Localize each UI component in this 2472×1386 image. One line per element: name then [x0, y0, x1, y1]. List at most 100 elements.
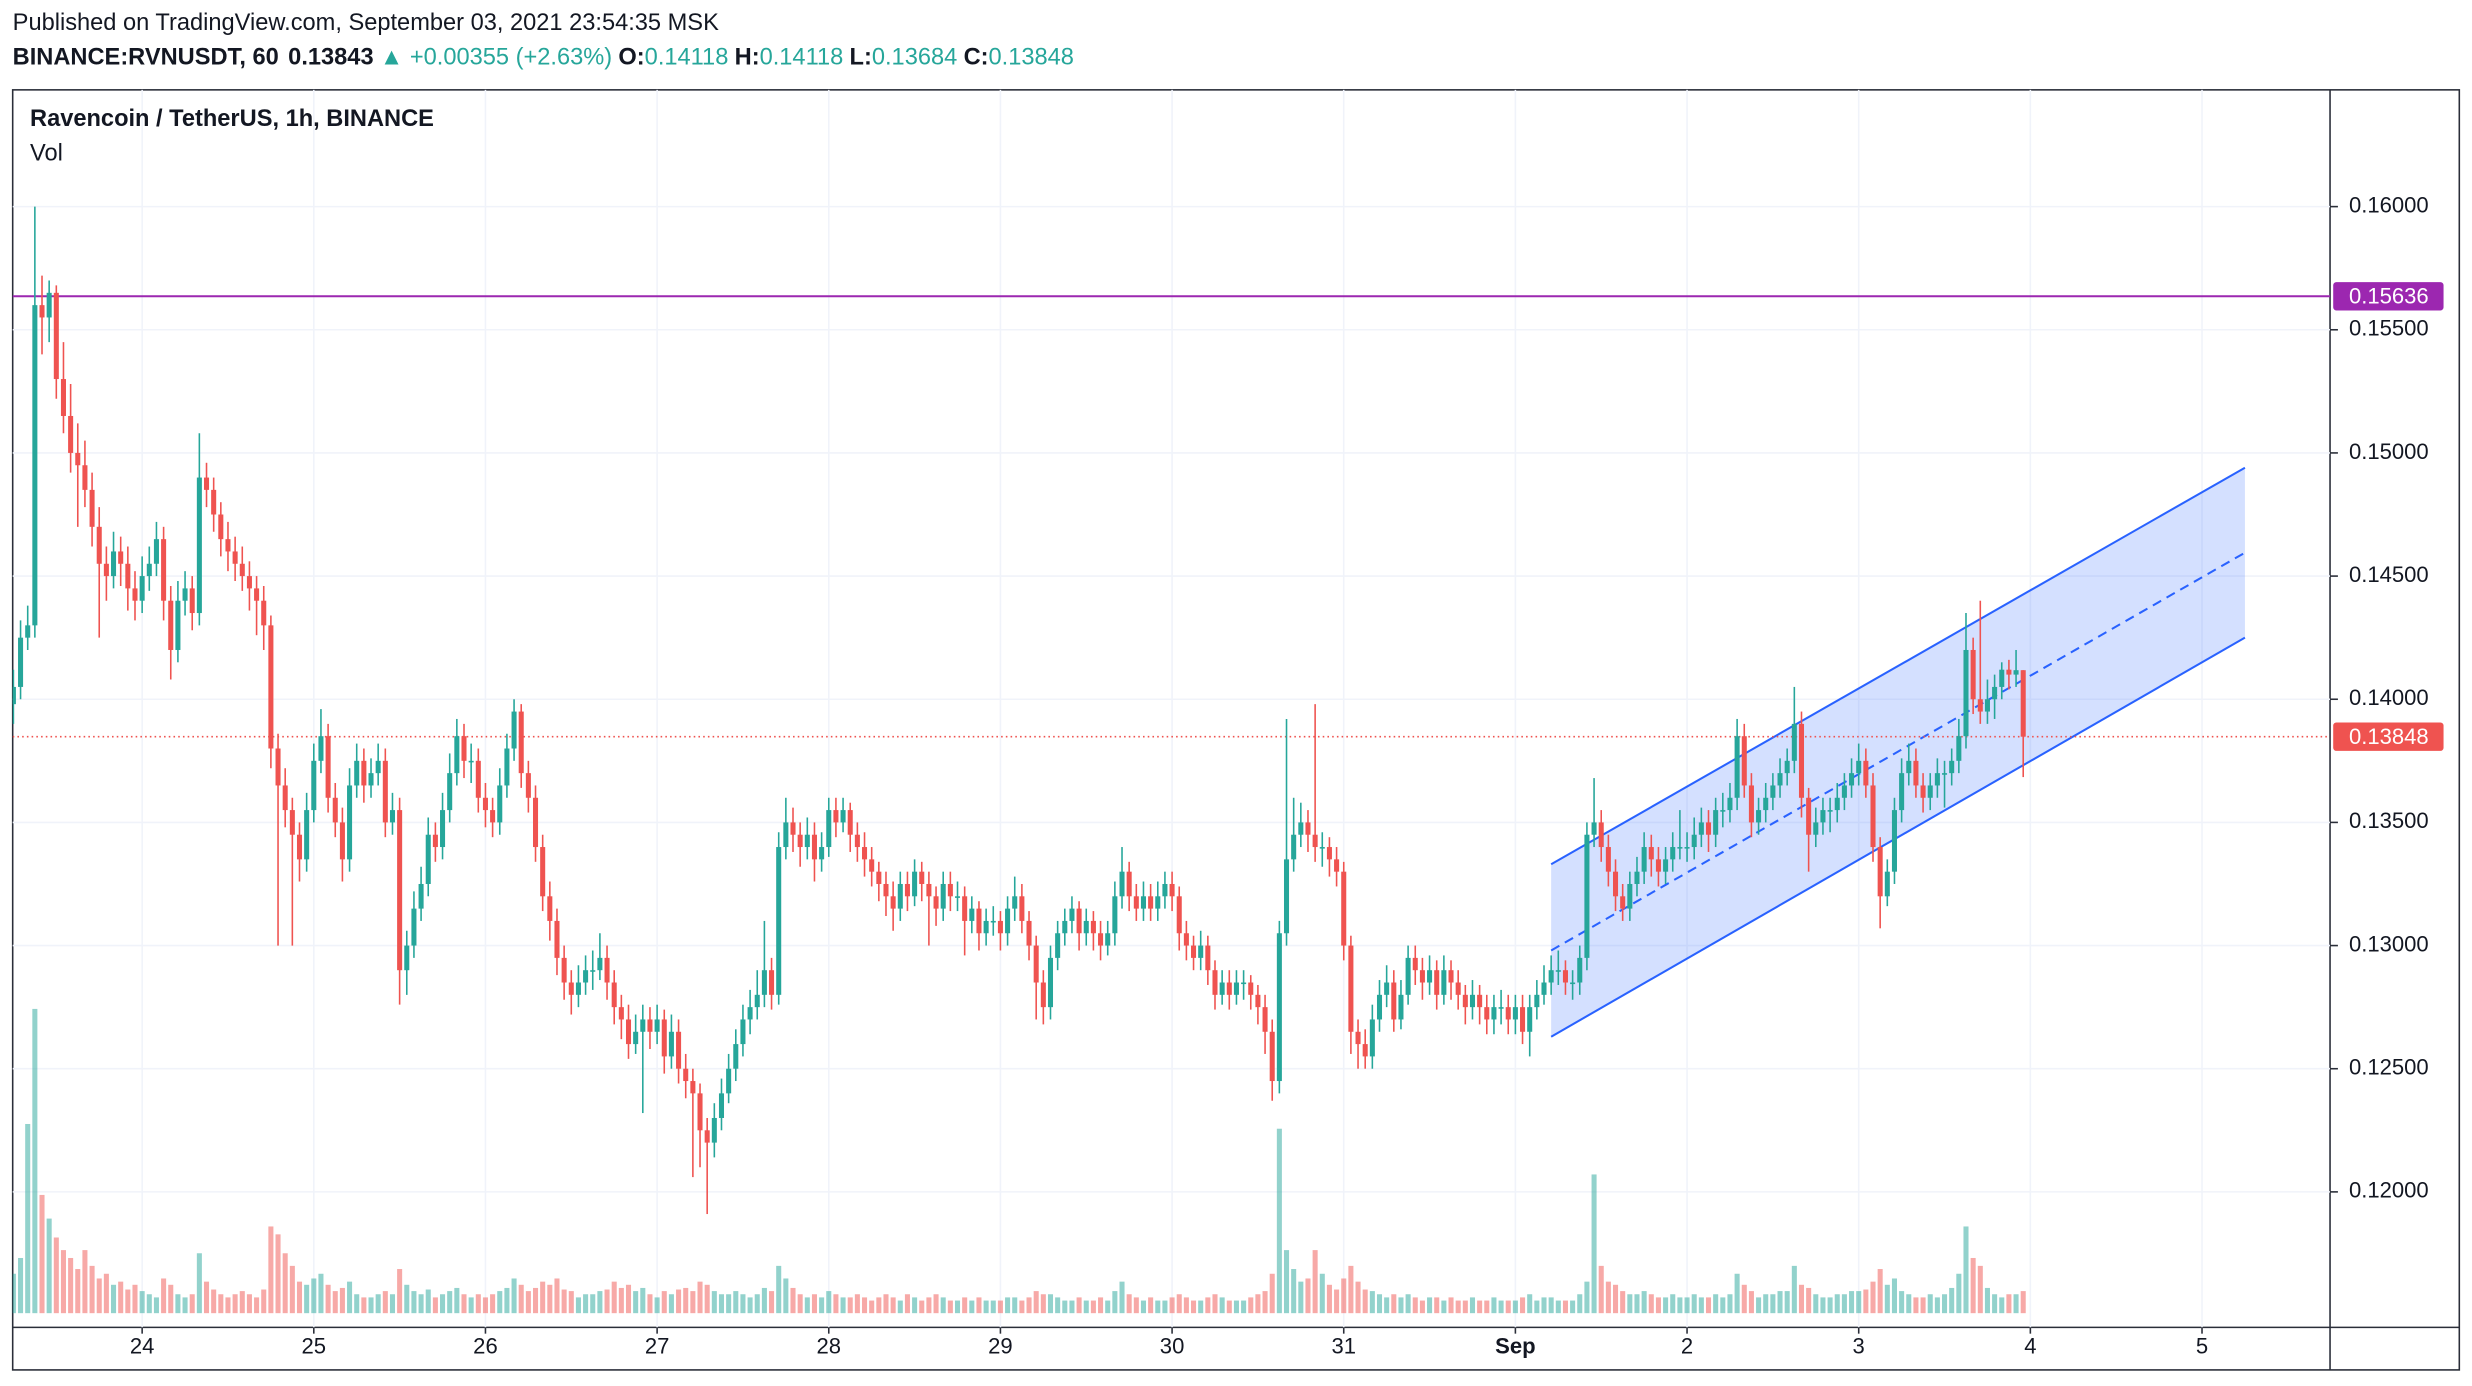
volume-bar	[347, 1281, 353, 1314]
candle-body	[254, 588, 260, 601]
volume-bar	[482, 1297, 488, 1314]
volume-bar	[1541, 1297, 1547, 1314]
candle-body	[1913, 760, 1919, 786]
volume-bar	[1713, 1294, 1719, 1314]
volume-bar	[1169, 1297, 1175, 1314]
volume-bar	[1126, 1294, 1132, 1314]
volume-bar	[282, 1253, 288, 1314]
volume-bar	[640, 1287, 646, 1314]
volume-bar	[139, 1291, 145, 1314]
ohlc-key: L:	[850, 45, 872, 71]
volume-bar	[1262, 1291, 1268, 1314]
volume-bar	[1663, 1297, 1669, 1314]
candle-body	[82, 465, 88, 490]
volume-bar	[32, 1008, 38, 1314]
candle-body	[919, 871, 925, 884]
volume-bar	[947, 1300, 953, 1314]
candle-body	[1098, 933, 1104, 946]
volume-bar	[1849, 1291, 1855, 1314]
volume-bar	[904, 1294, 910, 1314]
candle-body	[2006, 669, 2012, 675]
volume-bar	[1205, 1297, 1211, 1314]
candle-body	[804, 834, 810, 848]
volume-bar	[618, 1287, 624, 1314]
candle-body	[475, 760, 481, 798]
candle-body	[625, 1019, 632, 1045]
ohlc-value: 0.13684	[872, 45, 957, 71]
volume-bar	[504, 1287, 510, 1314]
candle-body	[718, 1093, 725, 1118]
candle-body	[590, 970, 596, 972]
price-label: 0.13848	[2349, 724, 2429, 749]
candle-body	[690, 1081, 696, 1094]
volume-bar	[18, 1257, 24, 1314]
candle-body	[139, 576, 145, 601]
candle-body	[1498, 1007, 1504, 1009]
candle-body	[1527, 1007, 1533, 1032]
candle-body	[1849, 773, 1855, 786]
volume-bar	[1162, 1300, 1168, 1314]
volume-bar	[118, 1281, 124, 1314]
candle-body	[1355, 1031, 1361, 1045]
candle-body	[1126, 871, 1132, 897]
volume-label: Vol	[30, 141, 63, 167]
candle-body	[1777, 773, 1783, 786]
volume-bar	[75, 1269, 81, 1314]
candle-body	[1477, 994, 1483, 1008]
candle-body	[318, 736, 324, 761]
volume-bar	[361, 1297, 367, 1314]
candle-body	[1434, 970, 1440, 995]
ohlc-value: 0.14118	[645, 45, 729, 71]
candle-body	[862, 847, 868, 860]
candle-body	[1062, 920, 1068, 934]
candle-body	[954, 896, 961, 898]
candle-body	[490, 810, 496, 823]
volume-bar	[933, 1294, 939, 1314]
volume-bar	[1090, 1300, 1096, 1314]
candle-body	[1469, 994, 1476, 1008]
volume-bar	[382, 1291, 388, 1314]
volume-bar	[1376, 1294, 1383, 1314]
volume-bar	[1112, 1291, 1118, 1314]
volume-bar	[175, 1294, 181, 1314]
candle-body	[776, 847, 782, 995]
volume-bar	[1276, 1128, 1282, 1314]
volume-bar	[1198, 1300, 1204, 1314]
candle-body	[304, 810, 310, 860]
candle-body	[561, 957, 567, 983]
candle-body	[540, 847, 546, 897]
x-tick-label: 25	[302, 1334, 327, 1359]
volume-bar	[125, 1289, 131, 1314]
candle-body	[1763, 797, 1769, 811]
candle-body	[1391, 982, 1397, 1020]
candle-body	[39, 305, 45, 318]
volume-bar	[1448, 1297, 1454, 1314]
candle-body	[1140, 896, 1146, 909]
candle-body	[1770, 785, 1776, 798]
candle-body	[1949, 760, 1955, 774]
volume-bar	[389, 1294, 395, 1314]
y-tick-label: 0.15000	[2349, 439, 2429, 464]
candle-body	[1427, 970, 1433, 983]
candle-body	[425, 834, 431, 884]
candle-body	[1198, 945, 1204, 958]
candle-body	[1148, 896, 1154, 909]
volume-bar	[1806, 1287, 1812, 1314]
y-tick-label: 0.16000	[2349, 192, 2429, 217]
volume-bar	[218, 1294, 224, 1314]
candle-body	[182, 588, 188, 601]
volume-bar	[1055, 1297, 1061, 1314]
candle-body	[1920, 785, 1926, 798]
volume-bar	[418, 1294, 424, 1314]
candle-body	[897, 883, 903, 909]
candle-body	[1212, 970, 1218, 995]
volume-bar	[1398, 1297, 1404, 1314]
candle-body	[125, 563, 131, 589]
volume-bar	[268, 1226, 274, 1314]
volume-bar	[1798, 1284, 1805, 1314]
volume-bar	[1949, 1287, 1955, 1314]
volume-bar	[776, 1265, 782, 1314]
volume-bar	[540, 1281, 546, 1314]
candle-body	[118, 551, 124, 564]
